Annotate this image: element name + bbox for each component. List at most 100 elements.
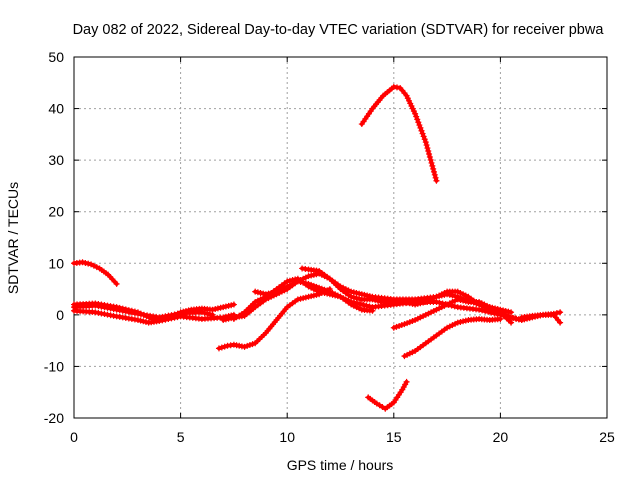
series-arc-3 (71, 307, 237, 326)
data-point-marker (302, 294, 309, 301)
data-point-marker (415, 119, 422, 126)
data-point-marker (401, 353, 408, 360)
y-axis-label: SDTVAR / TECUs (5, 182, 21, 294)
data-point-marker (508, 314, 515, 321)
data-point-marker (508, 309, 515, 316)
data-point-marker (502, 311, 509, 318)
data-point-marker (252, 288, 259, 295)
x-tick-label: 0 (70, 429, 78, 445)
y-tick-label: 20 (48, 204, 64, 220)
data-point-marker (494, 307, 501, 314)
data-point-marker (462, 317, 469, 324)
data-point-marker (420, 313, 427, 320)
data-point-marker (403, 378, 410, 385)
data-point-marker (316, 288, 323, 295)
data-point-marker (426, 153, 433, 160)
data-point-marker (429, 162, 436, 169)
data-point-marker (262, 291, 269, 298)
data-point-marker (356, 290, 363, 297)
data-point-marker (557, 309, 564, 316)
data-point-marker (308, 272, 315, 279)
data-point-marker (357, 301, 364, 308)
data-point-marker (358, 291, 365, 298)
data-point-marker (431, 171, 438, 178)
data-point-marker (217, 304, 224, 311)
data-point-marker (350, 302, 357, 309)
data-point-marker (268, 289, 275, 296)
data-point-marker (241, 343, 248, 350)
data-point-marker (513, 315, 520, 322)
data-point-marker (310, 286, 317, 293)
data-point-marker (222, 316, 229, 323)
data-point-marker (430, 295, 437, 302)
data-point-marker (300, 295, 307, 302)
series-arc-1 (71, 259, 120, 287)
data-point-marker (438, 304, 445, 311)
data-point-marker (444, 301, 451, 308)
data-point-marker (451, 303, 458, 310)
data-point-marker (427, 156, 434, 163)
data-point-marker (497, 315, 504, 322)
data-point-marker (225, 302, 232, 309)
data-point-marker (270, 289, 277, 296)
data-point-marker (412, 301, 419, 308)
series-arc-10 (358, 83, 440, 184)
data-point-marker (276, 287, 283, 294)
ticks: 0 5 10 15 20 25 -20 -10 0 10 20 30 40 50 (44, 49, 615, 445)
data-point-marker (348, 293, 355, 300)
data-point-marker (420, 299, 427, 306)
data-point-marker (214, 305, 221, 312)
data-point-marker (444, 324, 451, 331)
data-point-marker (454, 296, 461, 303)
data-point-marker (353, 304, 360, 311)
y-tick-label: 40 (48, 101, 64, 117)
data-point-marker (550, 310, 557, 317)
x-tick-label: 20 (493, 429, 509, 445)
data-point-marker (419, 130, 426, 137)
data-point-marker (478, 300, 485, 307)
data-point-marker (460, 297, 467, 304)
data-point-marker (228, 302, 235, 309)
data-point-marker (430, 165, 437, 172)
data-point-marker (257, 296, 264, 303)
data-point-marker (430, 168, 437, 175)
data-point-marker (409, 318, 416, 325)
data-point-marker (281, 284, 288, 291)
data-point-marker (79, 259, 86, 266)
data-point-marker (142, 318, 149, 325)
data-point-marker (137, 317, 144, 324)
data-point-marker (350, 294, 357, 301)
data-point-marker (332, 292, 339, 299)
data-point-marker (353, 289, 360, 296)
data-point-marker (294, 278, 301, 285)
data-point-marker (278, 286, 285, 293)
data-point-marker (422, 311, 429, 318)
data-point-marker (398, 322, 405, 329)
data-point-marker (209, 306, 216, 313)
x-axis-label: GPS time / hours (287, 457, 394, 473)
data-point-marker (222, 303, 229, 310)
data-point-marker (292, 279, 299, 286)
data-point-marker (425, 297, 432, 304)
data-point-marker (353, 295, 360, 302)
data-point-marker (432, 174, 439, 181)
data-point-marker (324, 290, 331, 297)
data-point-marker (88, 261, 95, 268)
data-point-marker (505, 313, 512, 320)
data-point-marker (436, 305, 443, 312)
data-point-marker (329, 291, 336, 298)
data-point-marker (462, 298, 469, 305)
data-point-marker (454, 319, 461, 326)
data-point-marker (401, 321, 408, 328)
grid (74, 57, 607, 418)
series-arc-5 (215, 286, 333, 352)
data-point-marker (409, 349, 416, 356)
x-tick-label: 10 (279, 429, 295, 445)
data-point-marker (244, 342, 251, 349)
y-tick-label: 10 (48, 255, 64, 271)
data-point-marker (428, 296, 435, 303)
data-point-marker (308, 284, 315, 291)
data-point-marker (401, 298, 408, 305)
data-point-marker (252, 298, 259, 305)
